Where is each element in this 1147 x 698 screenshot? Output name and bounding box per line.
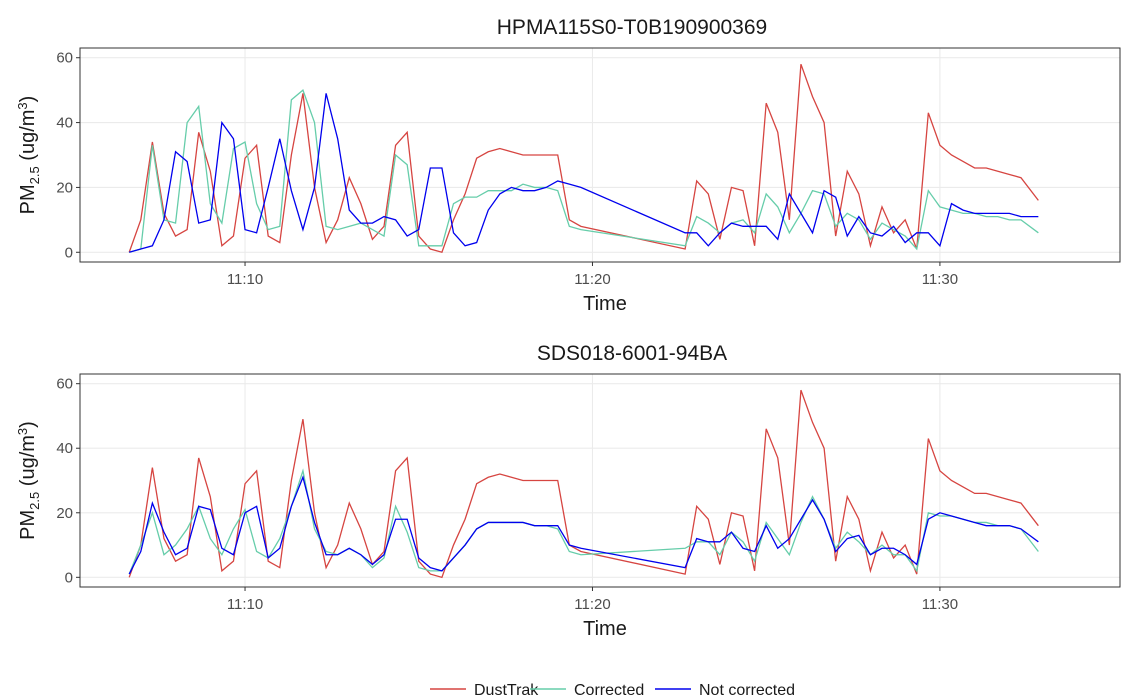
y-axis-title-part: (ug/m	[17, 435, 39, 492]
x-tick-label: 11:30	[922, 271, 958, 288]
x-tick-label: 11:10	[227, 596, 263, 613]
y-tick-label: 40	[56, 115, 73, 132]
series-line	[128, 475, 1039, 575]
y-tick-label: 20	[56, 179, 73, 196]
y-tick-label: 40	[56, 440, 73, 457]
series-line	[129, 93, 1039, 253]
y-tick-label: 60	[56, 50, 73, 67]
panel: 0 20 40 60 11:10 11:20 11:30 SDS018-6001-94BA Ti…	[15, 342, 1121, 640]
y-tick-label: 20	[56, 505, 73, 522]
y-axis-title-part: 2.5	[27, 492, 42, 510]
chart-title: SDS018-6001-94BA	[537, 342, 727, 365]
panel-background	[80, 48, 1120, 262]
x-tick-label: 11:10	[227, 271, 263, 288]
y-axis-title-part: 2.5	[27, 166, 42, 184]
x-axis-title: Time	[583, 618, 627, 640]
legend-label: DustTrak	[474, 682, 539, 698]
x-tick-label: 11:30	[922, 596, 958, 613]
x-axis-title: Time	[583, 293, 627, 315]
panel-border	[79, 373, 1121, 588]
y-axis-title-part: PM	[17, 510, 39, 540]
panel-border	[79, 47, 1121, 263]
series-line	[128, 389, 1039, 579]
y-tick-label: 0	[65, 569, 73, 586]
y-axis-title-part: 3	[15, 102, 30, 109]
y-axis-title-part: )	[17, 421, 39, 428]
y-axis-title-part: 3	[15, 428, 30, 435]
panel: 0 20 40 60 11:10 11:20 11:30 HPMA115S0-T0B19090…	[15, 16, 1121, 315]
x-tick-label: 11:20	[574, 271, 610, 288]
series-line	[128, 63, 1039, 254]
legend: DustTrak Corrected Not corrected	[430, 682, 795, 698]
x-tick-label: 11:20	[574, 596, 610, 613]
y-axis-title: PM2.5 (ug/m3)	[15, 96, 42, 215]
y-axis-title-part: )	[17, 96, 39, 103]
y-tick-label: 60	[56, 376, 73, 393]
chart-title: HPMA115S0-T0B190900369	[497, 16, 767, 39]
y-tick-label: 0	[65, 244, 73, 261]
y-axis-title-part: (ug/m	[17, 110, 39, 167]
legend-label: Not corrected	[699, 682, 795, 698]
legend-label: Corrected	[574, 682, 644, 698]
y-axis-title: PM2.5 (ug/m3)	[15, 421, 42, 540]
y-axis-title-part: PM	[17, 184, 39, 214]
